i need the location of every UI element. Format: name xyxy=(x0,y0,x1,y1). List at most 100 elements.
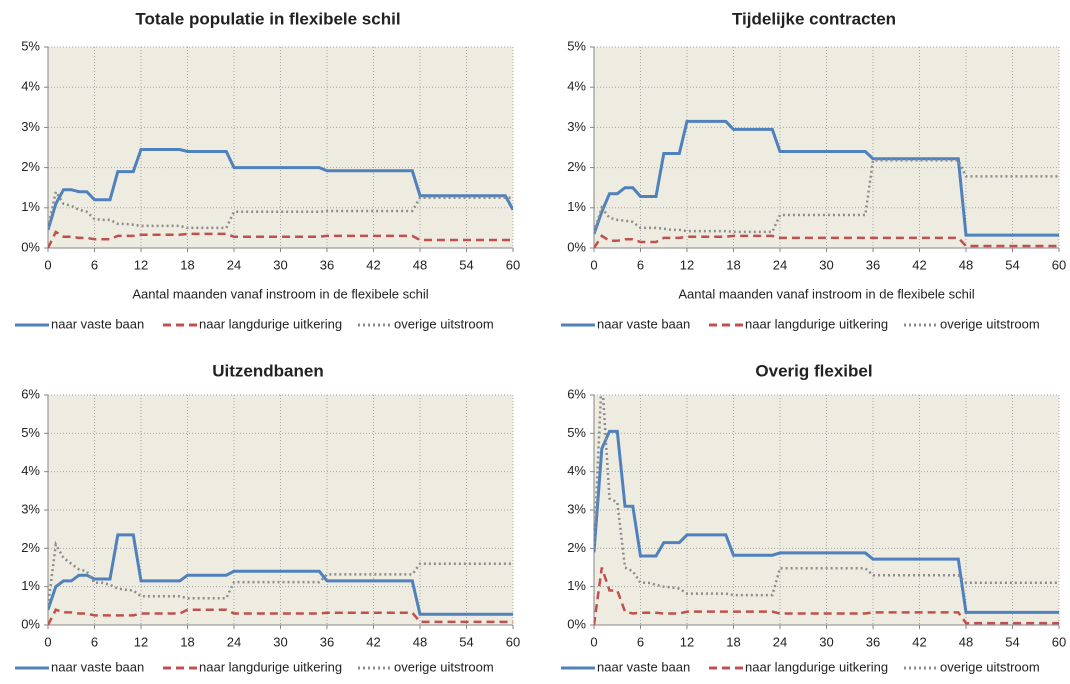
y-tick-label: 3% xyxy=(567,501,586,516)
x-tick-label: 60 xyxy=(1052,634,1066,649)
series-line xyxy=(594,567,1059,625)
x-tick-label: 0 xyxy=(44,257,51,272)
x-tick-label: 42 xyxy=(912,634,926,649)
y-tick-label: 4% xyxy=(21,79,40,94)
y-tick-label: 5% xyxy=(567,38,586,53)
x-tick-label: 6 xyxy=(637,634,644,649)
x-tick-label: 30 xyxy=(819,634,833,649)
legend-label: naar langdurige uitkering xyxy=(199,659,342,674)
x-tick-label: 60 xyxy=(506,634,520,649)
y-tick-label: 1% xyxy=(567,578,586,593)
y-tick-label: 1% xyxy=(21,199,40,214)
series-line xyxy=(48,540,513,606)
x-tick-label: 12 xyxy=(134,634,148,649)
y-tick-label: 5% xyxy=(567,425,586,440)
legend-label: overige uitstroom xyxy=(394,659,494,674)
y-tick-label: 1% xyxy=(567,199,586,214)
legend-label: naar vaste baan xyxy=(597,659,690,674)
y-tick-label: 1% xyxy=(21,578,40,593)
x-tick-label: 48 xyxy=(959,257,973,272)
series-line xyxy=(594,429,1059,614)
y-tick-label: 6% xyxy=(567,386,586,401)
x-tick-label: 6 xyxy=(91,634,98,649)
x-tick-label: 24 xyxy=(227,634,241,649)
x-tick-label: 42 xyxy=(912,257,926,272)
x-axis-label: Aantal maanden vanaf instroom in de flex… xyxy=(132,286,428,301)
y-tick-label: 6% xyxy=(21,386,40,401)
series-line xyxy=(594,159,1059,234)
x-tick-label: 60 xyxy=(506,257,520,272)
series-line xyxy=(594,395,1059,597)
x-tick-label: 54 xyxy=(459,257,473,272)
x-tick-label: 12 xyxy=(680,257,694,272)
x-axis-label: Aantal maanden vanaf instroom in de flex… xyxy=(678,286,974,301)
chart-title: Overig flexibel xyxy=(755,361,872,380)
y-tick-label: 5% xyxy=(21,38,40,53)
x-tick-label: 30 xyxy=(273,634,287,649)
y-tick-label: 2% xyxy=(567,540,586,555)
x-tick-label: 30 xyxy=(819,257,833,272)
y-tick-label: 4% xyxy=(21,463,40,478)
chart-title: Tijdelijke contracten xyxy=(732,9,896,28)
series-line xyxy=(594,119,1059,237)
chart-panel: Tijdelijke contracten 0% 1% 2% 3% 4% 5% 0 6 12 18 2… xyxy=(561,9,1066,331)
legend-label: overige uitstroom xyxy=(940,316,1040,331)
x-tick-label: 48 xyxy=(413,257,427,272)
legend-label: overige uitstroom xyxy=(394,316,494,331)
x-tick-label: 6 xyxy=(637,257,644,272)
chart-panel: Uitzendbanen 0% 1% 2% 3% 4% 5% 6% 0 6 12 18 24 30 36 42… xyxy=(15,361,520,674)
x-tick-label: 12 xyxy=(680,634,694,649)
legend-label: naar vaste baan xyxy=(51,316,144,331)
x-tick-label: 24 xyxy=(227,257,241,272)
chart-title: Uitzendbanen xyxy=(212,361,323,380)
x-tick-label: 18 xyxy=(180,634,194,649)
x-tick-label: 42 xyxy=(366,257,380,272)
y-tick-label: 4% xyxy=(567,463,586,478)
series-line xyxy=(48,533,513,616)
y-tick-label: 3% xyxy=(21,501,40,516)
x-tick-label: 60 xyxy=(1052,257,1066,272)
x-tick-label: 0 xyxy=(44,634,51,649)
series-line xyxy=(48,608,513,625)
legend-label: naar langdurige uitkering xyxy=(745,659,888,674)
y-tick-label: 0% xyxy=(567,239,586,254)
x-tick-label: 30 xyxy=(273,257,287,272)
y-tick-label: 2% xyxy=(21,159,40,174)
y-tick-label: 2% xyxy=(567,159,586,174)
y-tick-label: 3% xyxy=(567,119,586,134)
y-tick-label: 5% xyxy=(21,425,40,440)
x-tick-label: 48 xyxy=(959,634,973,649)
x-tick-label: 36 xyxy=(320,634,334,649)
x-tick-label: 18 xyxy=(726,257,740,272)
y-tick-label: 3% xyxy=(21,119,40,134)
x-tick-label: 18 xyxy=(180,257,194,272)
x-tick-label: 0 xyxy=(590,634,597,649)
legend-label: naar langdurige uitkering xyxy=(745,316,888,331)
chart-title: Totale populatie in flexibele schil xyxy=(135,9,400,28)
chart-panel: Totale populatie in flexibele schil 0% 1% 2… xyxy=(15,9,520,331)
legend-label: naar vaste baan xyxy=(597,316,690,331)
x-tick-label: 36 xyxy=(866,257,880,272)
x-tick-label: 54 xyxy=(1005,634,1019,649)
x-tick-label: 12 xyxy=(134,257,148,272)
legend-label: overige uitstroom xyxy=(940,659,1040,674)
y-tick-label: 4% xyxy=(567,79,586,94)
x-tick-label: 54 xyxy=(459,634,473,649)
x-tick-label: 24 xyxy=(773,634,787,649)
chart-panel: Overig flexibel 0% 1% 2% 3% 4% 5% 6% 0 6 12 18 24 30 3… xyxy=(561,361,1066,674)
legend-label: naar langdurige uitkering xyxy=(199,316,342,331)
y-tick-label: 0% xyxy=(21,239,40,254)
series-line xyxy=(48,148,513,231)
y-tick-label: 0% xyxy=(567,616,586,631)
series-line xyxy=(48,188,513,230)
y-tick-label: 0% xyxy=(21,616,40,631)
legend-label: naar vaste baan xyxy=(51,659,144,674)
y-tick-label: 2% xyxy=(21,540,40,555)
x-tick-label: 36 xyxy=(320,257,334,272)
x-tick-label: 0 xyxy=(590,257,597,272)
x-tick-label: 24 xyxy=(773,257,787,272)
x-tick-label: 54 xyxy=(1005,257,1019,272)
x-tick-label: 36 xyxy=(866,634,880,649)
x-tick-label: 18 xyxy=(726,634,740,649)
